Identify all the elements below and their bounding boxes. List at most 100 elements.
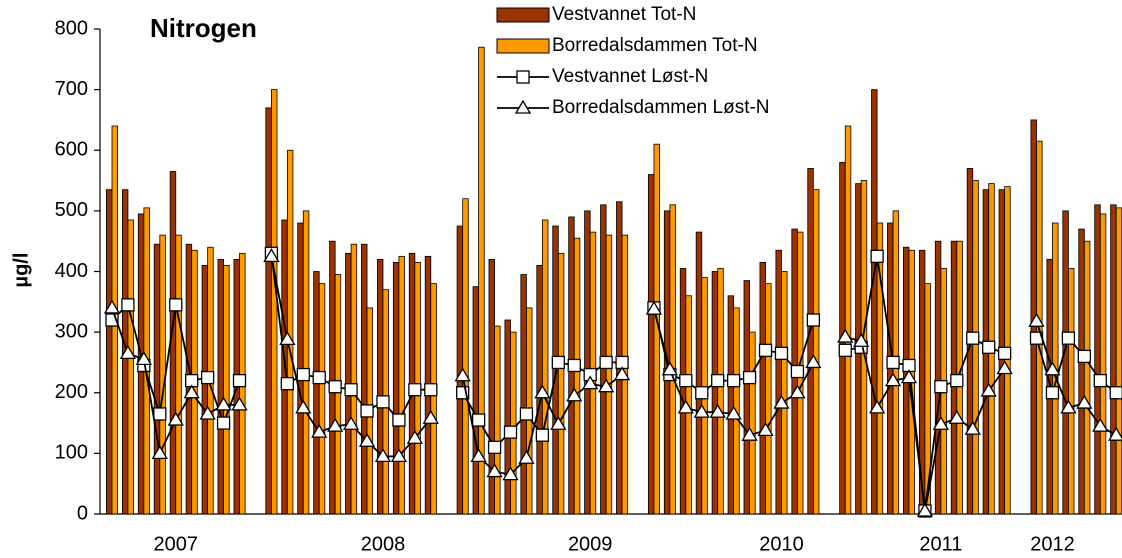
- marker-triangle: [518, 449, 535, 464]
- line: [111, 256, 1117, 512]
- x-tick-label: 2011: [919, 533, 962, 555]
- bar: [462, 198, 469, 515]
- marker-triangle: [837, 328, 854, 343]
- chart-title: Nitrogen: [150, 13, 257, 43]
- marker-triangle: [996, 360, 1013, 375]
- bar: [478, 46, 485, 515]
- marker-square: [280, 377, 294, 391]
- bar: [520, 274, 527, 515]
- marker-triangle: [582, 375, 599, 390]
- bar: [494, 325, 501, 515]
- marker-triangle: [550, 415, 567, 430]
- marker-triangle: [613, 366, 631, 381]
- legend-label: Vestvannet Tot-N: [552, 4, 696, 25]
- bar: [1068, 268, 1075, 515]
- marker-square: [232, 373, 247, 388]
- marker-square: [997, 346, 1012, 360]
- marker-triangle: [1044, 361, 1061, 376]
- marker-triangle: [486, 463, 503, 478]
- bar: [876, 222, 884, 515]
- marker-square: [966, 331, 980, 345]
- bar: [727, 295, 735, 515]
- bar: [1094, 204, 1101, 515]
- marker-triangle: [342, 415, 360, 430]
- bar: [765, 283, 772, 515]
- marker-square: [424, 383, 438, 397]
- legend-swatch: [496, 7, 550, 23]
- bar: [201, 265, 209, 515]
- bar: [1062, 210, 1069, 515]
- marker-triangle: [390, 448, 408, 463]
- bar: [270, 89, 278, 515]
- marker-triangle: [183, 384, 200, 399]
- marker-square: [328, 380, 342, 394]
- y-tick-label: 400: [55, 260, 88, 282]
- bar: [175, 234, 182, 515]
- marker-triangle: [884, 372, 902, 387]
- bar: [711, 271, 719, 515]
- marker-square: [1077, 349, 1091, 364]
- marker-square: [1045, 386, 1060, 400]
- marker-triangle: [1028, 312, 1045, 327]
- marker-triangle: [741, 426, 758, 441]
- marker-triangle: [358, 432, 376, 447]
- marker-triangle: [103, 299, 121, 314]
- bar: [159, 234, 166, 515]
- legend-label: Borredalsdammen Tot-N: [552, 35, 758, 56]
- marker-triangle: [406, 429, 423, 444]
- marker-square: [153, 407, 167, 421]
- marker-triangle: [311, 423, 328, 438]
- marker-triangle: [231, 396, 248, 411]
- marker-square: [519, 407, 534, 421]
- bar: [392, 262, 400, 515]
- x-tick-label: 2010: [759, 533, 804, 555]
- marker-triangle: [295, 399, 312, 414]
- marker-triangle: [598, 378, 615, 393]
- marker-square: [695, 386, 709, 400]
- bar: [398, 255, 405, 515]
- marker-square: [790, 364, 805, 379]
- bar: [934, 240, 942, 515]
- marker-triangle: [805, 354, 822, 369]
- marker-triangle: [279, 331, 296, 346]
- marker-square: [535, 428, 550, 442]
- marker-square: [216, 416, 231, 430]
- marker-square: [950, 373, 964, 388]
- marker-square: [503, 425, 518, 439]
- marker-square: [360, 404, 374, 418]
- marker-square: [1093, 373, 1107, 388]
- bar: [557, 252, 565, 515]
- marker-triangle: [757, 422, 774, 436]
- legend-label: Vestvannet Løst-N: [552, 66, 708, 87]
- bar: [743, 280, 750, 515]
- bar: [265, 107, 272, 515]
- marker-triangle: [980, 382, 997, 397]
- marker-square: [727, 373, 741, 388]
- marker-square: [1061, 331, 1076, 345]
- marker-triangle: [263, 248, 280, 262]
- marker-square: [516, 70, 530, 84]
- marker-square: [758, 343, 773, 357]
- marker-triangle: [135, 351, 153, 366]
- marker-square: [551, 355, 565, 370]
- marker-triangle: [853, 332, 870, 347]
- bar: [350, 243, 358, 515]
- marker-square: [870, 249, 884, 263]
- marker-triangle: [470, 448, 487, 463]
- marker-triangle: [1092, 417, 1109, 432]
- y-tick-label: 700: [55, 78, 88, 100]
- marker-triangle: [502, 466, 519, 481]
- bar: [541, 219, 549, 515]
- marker-triangle: [454, 367, 471, 382]
- legend-label: Borredalsdammen Løst-N: [552, 97, 770, 118]
- marker-triangle: [932, 415, 950, 430]
- marker-square: [344, 383, 358, 397]
- bar: [376, 258, 384, 515]
- bar: [871, 89, 878, 515]
- bar: [775, 249, 782, 515]
- marker-triangle: [693, 403, 710, 418]
- marker-triangle: [327, 417, 344, 432]
- marker-triangle: [948, 409, 965, 424]
- bar: [329, 240, 336, 515]
- bar: [286, 149, 294, 515]
